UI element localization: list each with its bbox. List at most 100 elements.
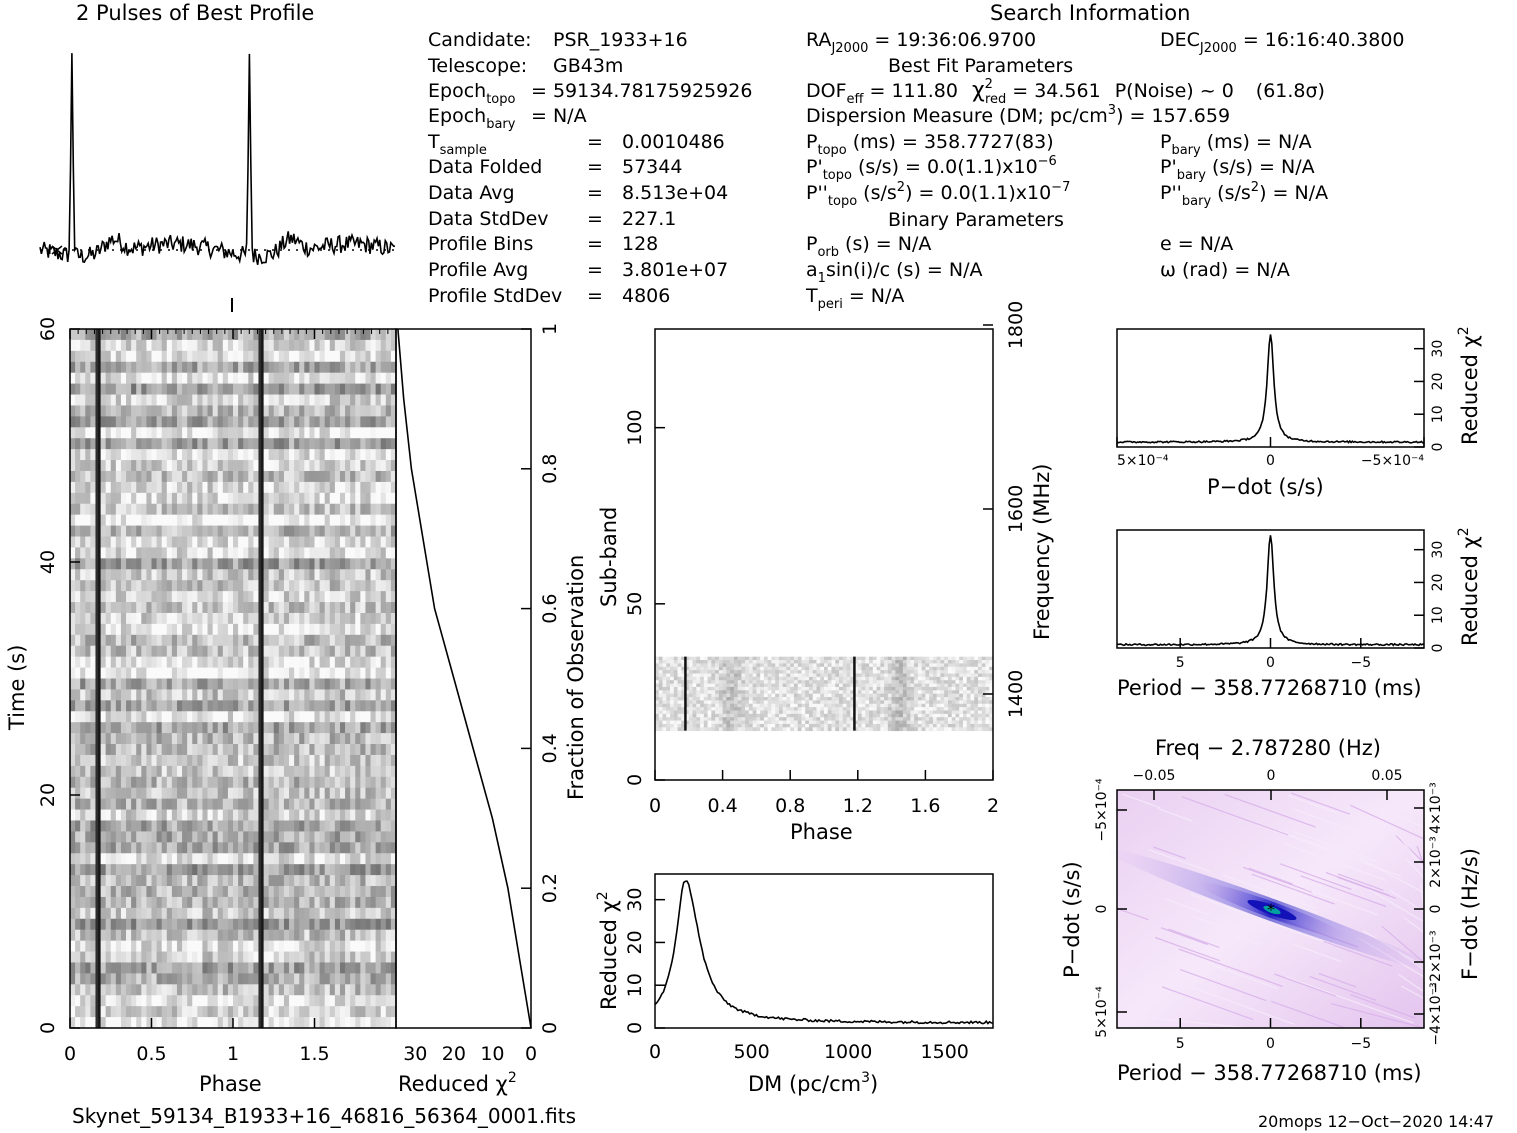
subband-cell: [658, 660, 663, 664]
time-phase-cell: [370, 886, 377, 898]
time-phase-cell: [324, 907, 331, 920]
time-phase-cell: [136, 864, 142, 876]
time-phase-cell: [299, 492, 305, 505]
time-phase-cell: [171, 623, 178, 636]
subband-cell: [771, 680, 776, 684]
time-phase-cell: [380, 372, 387, 385]
time-phase-cell: [115, 536, 122, 548]
time-phase-cell: [110, 907, 117, 920]
time-phase-cell: [115, 492, 122, 505]
time-phase-cell: [212, 547, 219, 559]
subband-cell: [827, 673, 832, 678]
time-phase-cell: [273, 940, 280, 952]
time-phase-cell: [197, 339, 203, 352]
time-phase-cell: [227, 329, 234, 341]
subband-cell: [775, 676, 780, 681]
subband-cell: [842, 676, 847, 681]
subband-cell: [925, 676, 930, 681]
subband-cell: [959, 666, 964, 671]
time-phase-cell: [375, 416, 382, 428]
subband-cell: [925, 660, 930, 664]
time-phase-cell: [100, 700, 107, 712]
subband-cell: [748, 683, 754, 688]
time-phase-cell: [385, 460, 392, 472]
time-phase-cell: [263, 722, 270, 734]
time-phase-cell: [339, 602, 346, 614]
subband-cell: [846, 660, 851, 664]
time-phase-cell: [161, 962, 168, 974]
subband-cell: [722, 670, 727, 674]
time-phase-cell: [273, 886, 280, 898]
time-phase-cell: [350, 372, 356, 385]
time-phase-cell: [166, 809, 173, 821]
subband-cell: [666, 656, 671, 661]
time-phase-cell: [385, 394, 392, 406]
subband-cell: [786, 660, 791, 664]
subband-cell: [685, 670, 690, 674]
time-phase-cell: [380, 831, 387, 843]
time-phase-cell: [126, 514, 132, 526]
time-phase-cell: [136, 689, 142, 701]
time-phase-cell: [171, 678, 178, 690]
time-phase-cell: [268, 733, 275, 745]
time-phase-cell: [141, 798, 147, 810]
time-phase-cell: [115, 1017, 122, 1029]
time-phase-cell: [370, 514, 377, 526]
subband-cell: [673, 673, 678, 678]
time-phase-cell: [70, 645, 76, 658]
subband-cell: [700, 676, 705, 681]
time-phase-cell: [273, 744, 280, 756]
time-phase-cell: [197, 580, 203, 592]
time-phase-cell: [233, 536, 239, 548]
time-phase-cell: [85, 842, 91, 854]
subband-cell: [673, 660, 678, 664]
time-phase-cell: [375, 667, 382, 679]
time-phase-cell: [126, 667, 132, 679]
time-phase-cell: [360, 656, 366, 668]
time-phase-cell: [263, 361, 270, 374]
time-phase-cell: [294, 940, 300, 952]
subband-cell: [831, 680, 836, 684]
time-phase-cell: [365, 733, 371, 745]
time-phase-ytick: 20: [37, 783, 59, 807]
time-phase-cell: [314, 842, 320, 854]
time-phase-cell: [339, 962, 346, 974]
time-phase-cell: [151, 569, 157, 581]
time-phase-cell: [289, 514, 295, 526]
time-phase-cell: [375, 853, 382, 865]
time-phase-cell: [233, 503, 239, 516]
time-phase-cell: [345, 700, 351, 712]
subband-cell: [977, 676, 983, 681]
time-phase-cell: [233, 427, 239, 439]
time-phase-cell: [294, 765, 300, 778]
time-phase-cell: [329, 547, 336, 559]
subband-cell: [655, 683, 660, 688]
time-phase-cell: [289, 798, 295, 810]
time-phase-cell: [115, 984, 122, 996]
subband-cell: [677, 676, 682, 681]
subband-cell: [771, 683, 776, 688]
time-phase-cell: [360, 929, 366, 942]
time-phase-cell: [278, 907, 285, 920]
time-phase-cell: [90, 383, 96, 395]
omega-row: ω (rad) = N/A: [1160, 259, 1290, 281]
subband-cell: [793, 660, 799, 664]
subband-cell: [756, 683, 761, 688]
subband-cell: [977, 656, 983, 661]
time-phase-cell: [329, 350, 336, 363]
time-phase-cell: [329, 907, 336, 920]
time-phase-cell: [304, 383, 310, 395]
time-phase-cell: [176, 711, 183, 723]
time-phase-cell: [70, 558, 76, 570]
time-phase-cell: [166, 350, 173, 363]
time-phase-cell: [385, 853, 392, 865]
subband-cell: [718, 660, 723, 664]
time-phase-cell: [283, 765, 290, 778]
time-phase-cell: [120, 547, 127, 559]
time-phase-cell: [334, 853, 341, 865]
subband-cell: [970, 663, 975, 668]
time-phase-cell: [176, 602, 183, 614]
subband-cell: [782, 670, 787, 674]
subband-cell: [752, 680, 757, 684]
time-phase-cell: [289, 591, 295, 603]
